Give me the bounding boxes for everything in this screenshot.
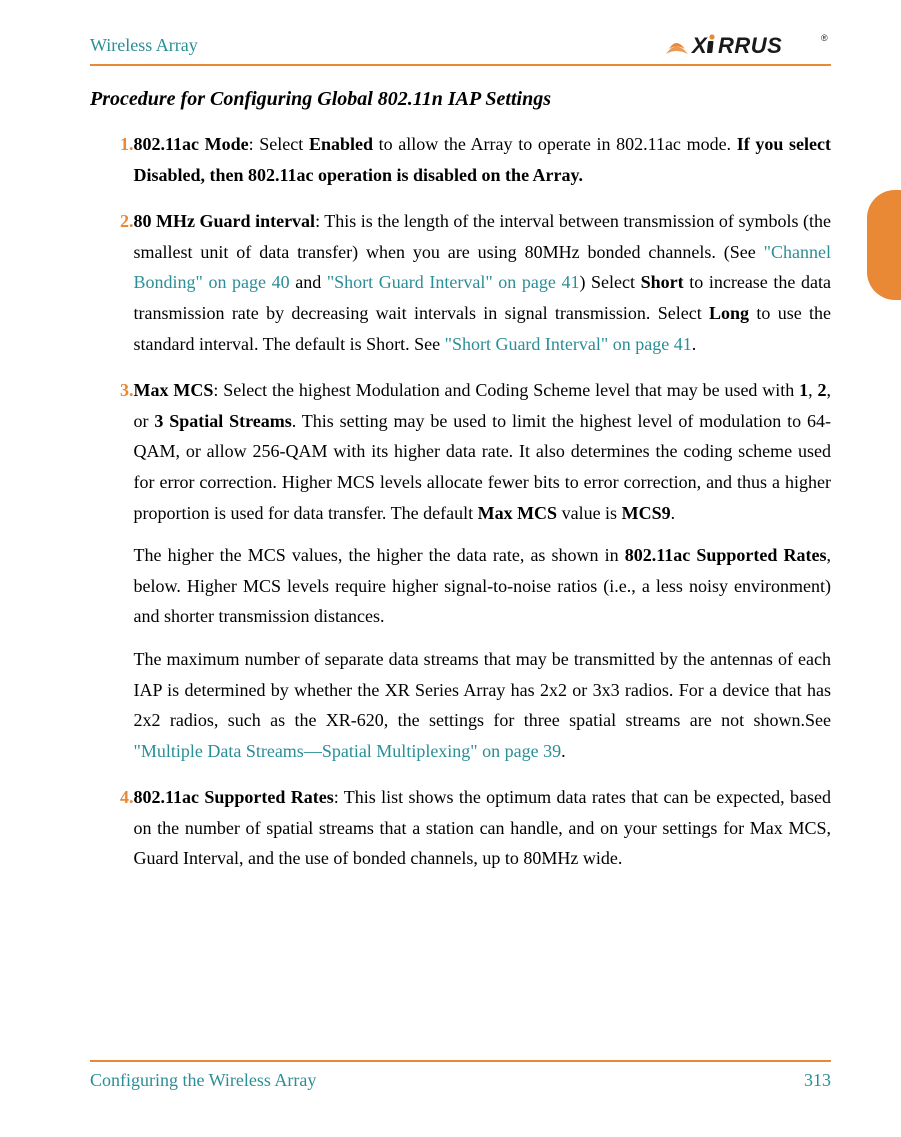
term: Short xyxy=(641,272,684,292)
procedure-heading: Procedure for Configuring Global 802.11n… xyxy=(90,88,831,111)
xref-link[interactable]: "Multiple Data Streams—Spatial Multiplex… xyxy=(134,741,562,761)
term: 1 xyxy=(799,380,808,400)
xirrus-logo: X RRUS ® xyxy=(666,30,831,60)
paragraph: Max MCS: Select the highest Modulation a… xyxy=(134,375,832,528)
term: 802.11ac Supported Rates xyxy=(625,545,827,565)
item-number: 1. xyxy=(90,129,134,190)
ordered-list: 1. 802.11ac Mode: Select Enabled to allo… xyxy=(90,129,831,874)
page-header: Wireless Array X RRUS ® xyxy=(90,30,831,66)
term: MCS9 xyxy=(622,503,671,523)
paragraph: 802.11ac Mode: Select Enabled to allow t… xyxy=(134,129,832,190)
header-left-text: Wireless Array xyxy=(90,35,198,56)
list-item-3: 3. Max MCS: Select the highest Modulatio… xyxy=(90,375,831,766)
item-number: 4. xyxy=(90,782,134,874)
paragraph: The higher the MCS values, the higher th… xyxy=(134,540,832,632)
item-body: 802.11ac Mode: Select Enabled to allow t… xyxy=(134,129,832,190)
text: : Select the highest Modulation and Codi… xyxy=(213,380,799,400)
xref-link[interactable]: "Short Guard Interval" on page 41 xyxy=(327,272,580,292)
item-number: 2. xyxy=(90,206,134,359)
footer-section-title: Configuring the Wireless Array xyxy=(90,1070,316,1091)
page-container: Wireless Array X RRUS ® Procedure for Co… xyxy=(0,0,901,1137)
item-body: 802.11ac Supported Rates: This list show… xyxy=(134,782,832,874)
svg-text:®: ® xyxy=(821,33,828,43)
text: . xyxy=(561,741,566,761)
page-number: 313 xyxy=(804,1070,831,1091)
paragraph: 80 MHz Guard interval: This is the lengt… xyxy=(134,206,832,359)
text: The maximum number of separate data stre… xyxy=(134,649,832,730)
term: 802.11ac Mode xyxy=(134,134,249,154)
text: value is xyxy=(557,503,622,523)
text: The higher the MCS values, the higher th… xyxy=(134,545,625,565)
text: . xyxy=(692,334,697,354)
list-item-1: 1. 802.11ac Mode: Select Enabled to allo… xyxy=(90,129,831,190)
text: to allow the Array to operate in 802.11a… xyxy=(373,134,737,154)
text: : Select xyxy=(249,134,309,154)
term: Max MCS xyxy=(478,503,558,523)
term: Long xyxy=(709,303,749,323)
term: 2 xyxy=(818,380,827,400)
page-footer: Configuring the Wireless Array 313 xyxy=(90,1060,831,1091)
term: 802.11ac Supported Rates xyxy=(134,787,334,807)
term: Max MCS xyxy=(134,380,214,400)
text: , xyxy=(808,380,817,400)
item-body: Max MCS: Select the highest Modulation a… xyxy=(134,375,832,766)
text: . xyxy=(671,503,676,523)
term: 3 Spatial Streams xyxy=(154,411,291,431)
svg-text:X: X xyxy=(690,33,708,58)
term: Enabled xyxy=(309,134,373,154)
text: ) Select xyxy=(579,272,640,292)
paragraph: 802.11ac Supported Rates: This list show… xyxy=(134,782,832,874)
svg-text:RRUS: RRUS xyxy=(718,33,782,58)
text: and xyxy=(290,272,327,292)
term: 80 MHz Guard interval xyxy=(134,211,316,231)
paragraph: The maximum number of separate data stre… xyxy=(134,644,832,766)
list-item-4: 4. 802.11ac Supported Rates: This list s… xyxy=(90,782,831,874)
item-body: 80 MHz Guard interval: This is the lengt… xyxy=(134,206,832,359)
list-item-2: 2. 80 MHz Guard interval: This is the le… xyxy=(90,206,831,359)
item-number: 3. xyxy=(90,375,134,766)
xref-link[interactable]: "Short Guard Interval" on page 41 xyxy=(445,334,692,354)
